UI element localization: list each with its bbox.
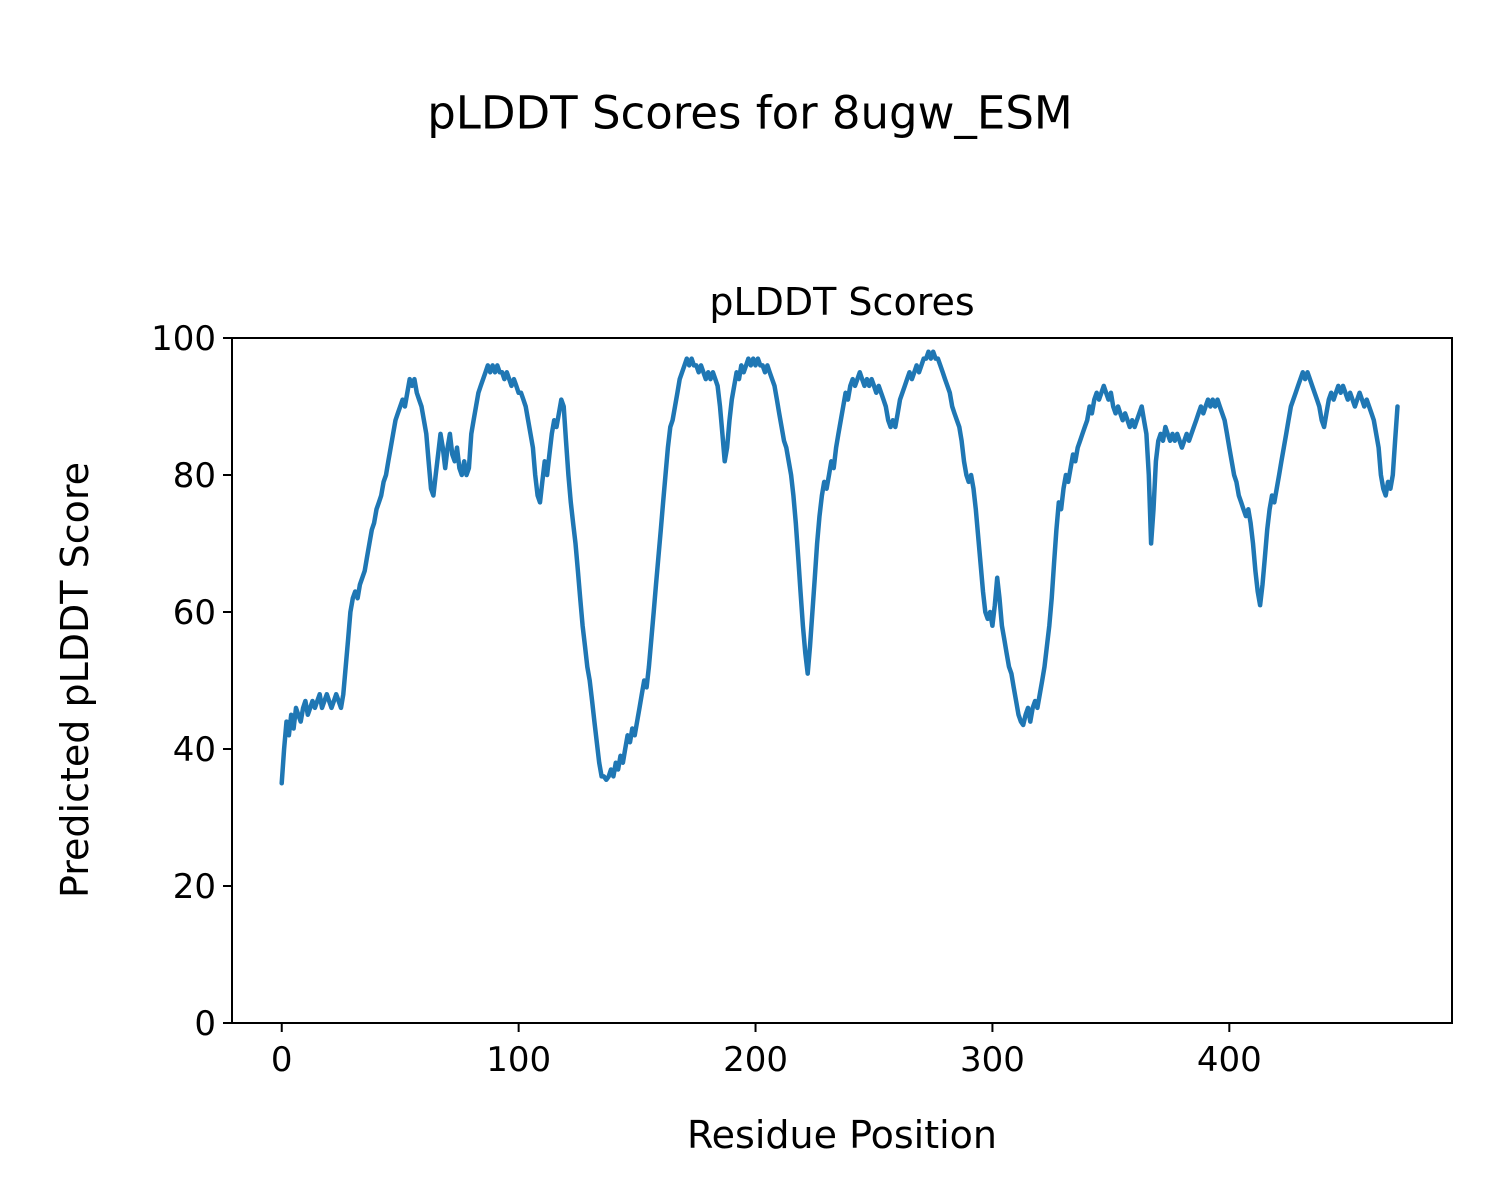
y-tick-label: 0 bbox=[194, 1004, 216, 1044]
x-tick-label: 0 bbox=[271, 1040, 293, 1080]
x-tick-label: 100 bbox=[486, 1040, 551, 1080]
y-axis-label: Predicted pLDDT Score bbox=[53, 462, 97, 898]
x-axis-label: Residue Position bbox=[686, 1113, 998, 1157]
x-tick-label: 300 bbox=[960, 1040, 1025, 1080]
x-tick-label: 200 bbox=[723, 1040, 788, 1080]
plot-border bbox=[231, 337, 1453, 1024]
plddt-line bbox=[279, 349, 1400, 786]
y-tick-label: 60 bbox=[173, 593, 216, 633]
axes-title: pLDDT Scores bbox=[709, 280, 975, 324]
figure-title: pLDDT Scores for 8ugw_ESM bbox=[427, 86, 1073, 140]
y-tick-label: 40 bbox=[173, 730, 216, 770]
y-tick-label: 20 bbox=[173, 867, 216, 907]
y-tick-label: 100 bbox=[151, 319, 216, 359]
y-tick-label: 80 bbox=[173, 456, 216, 496]
x-tick-label: 400 bbox=[1197, 1040, 1262, 1080]
